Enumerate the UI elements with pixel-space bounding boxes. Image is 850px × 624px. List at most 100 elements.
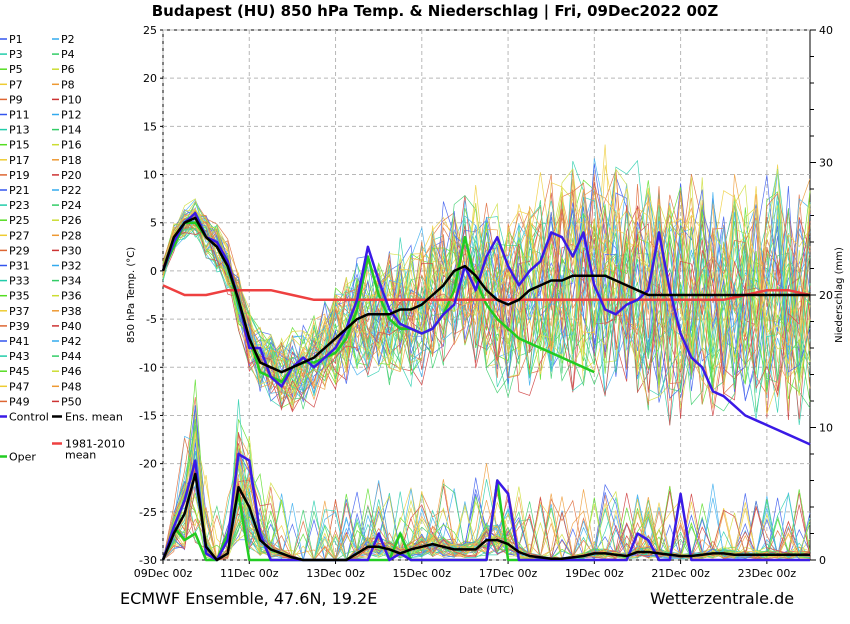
legend-label-control: Control <box>9 411 49 424</box>
legend-label: P45 <box>9 365 30 378</box>
legend-label: P1 <box>9 33 23 46</box>
legend-label: P36 <box>61 290 82 303</box>
y-left-tick-label: 5 <box>150 217 157 230</box>
y-right-tick-label: 40 <box>819 24 833 37</box>
legend-label: P22 <box>61 184 82 197</box>
chart-title: Budapest (HU) 850 hPa Temp. & Niederschl… <box>151 2 719 20</box>
y-left-tick-label: -25 <box>139 506 157 519</box>
y-right-tick-label: 10 <box>819 422 833 435</box>
y-right-tick-label: 20 <box>819 289 833 302</box>
legend-label: P24 <box>61 199 82 212</box>
legend-label: P46 <box>61 365 82 378</box>
legend-label: P8 <box>61 78 75 91</box>
legend-label: P9 <box>9 93 23 106</box>
legend-label: P15 <box>9 139 30 152</box>
footer-source: Wetterzentrale.de <box>650 589 795 608</box>
legend-label: P10 <box>61 93 82 106</box>
member-temp-line <box>162 206 811 403</box>
legend-label: P13 <box>9 124 30 137</box>
legend-label: P18 <box>61 154 82 167</box>
legend-label-ens-mean: Ens. mean <box>65 411 123 424</box>
member-temp-line <box>162 209 811 403</box>
series-control-precip <box>161 452 810 562</box>
y-left-tick-label: -30 <box>139 554 157 567</box>
legend-label: P33 <box>9 275 30 288</box>
legend-label: P43 <box>9 350 30 363</box>
member-temp-line <box>162 169 811 390</box>
x-tick-label: 21Dec 00z <box>651 567 710 580</box>
legend-label: P2 <box>61 33 75 46</box>
member-temp-line <box>162 212 811 419</box>
member-precip-line <box>162 451 811 561</box>
legend-label: P11 <box>9 109 30 122</box>
legend-label: P20 <box>61 169 82 182</box>
legend-label: P5 <box>9 63 23 76</box>
series-1981-2010-mean-temp <box>162 284 811 302</box>
legend-label: P49 <box>9 395 30 408</box>
member-precip-line <box>162 432 811 561</box>
x-tick-label: 13Dec 00z <box>306 567 365 580</box>
series-ens-mean-temp <box>161 216 810 374</box>
legend-label: P28 <box>61 229 82 242</box>
legend-label: P12 <box>61 109 82 122</box>
y-left-tick-label: -5 <box>146 313 157 326</box>
legend-label: P25 <box>9 214 30 227</box>
y-left-tick-label: -20 <box>139 458 157 471</box>
legend-label: P21 <box>9 184 30 197</box>
legend-label: P44 <box>61 350 82 363</box>
legend-label: P19 <box>9 169 30 182</box>
legend-label: P7 <box>9 78 23 91</box>
member-temp-line <box>162 186 811 388</box>
legend-label: P14 <box>61 124 82 137</box>
legend-label: P34 <box>61 275 82 288</box>
x-tick-label: 15Dec 00z <box>393 567 452 580</box>
series-control-temp <box>161 211 811 446</box>
x-tick-label: 23Dec 00z <box>738 567 797 580</box>
legend-label: P26 <box>61 214 82 227</box>
member-temp-line <box>162 182 811 406</box>
legend-label: P40 <box>61 320 82 333</box>
x-tick-label: 19Dec 00z <box>565 567 624 580</box>
y-left-tick-label: -10 <box>139 361 157 374</box>
legend-label: P30 <box>61 244 82 257</box>
footer-model-location: ECMWF Ensemble, 47.6N, 19.2E <box>120 589 378 608</box>
y-left-tick-label: -15 <box>139 409 157 422</box>
x-axis-title: Date (UTC) <box>459 585 514 596</box>
x-tick-label: 17Dec 00z <box>479 567 538 580</box>
member-temp-line <box>162 217 811 394</box>
legend-label: P38 <box>61 305 82 318</box>
legend-label: P16 <box>61 139 82 152</box>
y-left-tick-label: 25 <box>143 24 157 37</box>
legend-label: P29 <box>9 244 30 257</box>
legend-label: P48 <box>61 380 82 393</box>
legend-label: P17 <box>9 154 30 167</box>
y-left-tick-label: 10 <box>143 169 157 182</box>
y-left-tick-label: 0 <box>150 265 157 278</box>
y-right-tick-label: 0 <box>819 554 826 567</box>
legend-label: P47 <box>9 380 30 393</box>
legend-label: P27 <box>9 229 30 242</box>
legend-label: P6 <box>61 63 75 76</box>
legend-label: P23 <box>9 199 30 212</box>
legend-label: P32 <box>61 260 82 273</box>
legend-label: P41 <box>9 335 30 348</box>
legend-label-clim: 1981-2010 <box>65 438 125 451</box>
member-temp-line <box>162 165 811 386</box>
legend-label-clim-line2: mean <box>65 449 96 462</box>
legend-label: P31 <box>9 260 30 273</box>
y-right-tick-label: 30 <box>819 157 833 170</box>
legend-label-oper: Oper <box>9 451 36 464</box>
y-left-tick-label: 15 <box>143 120 157 133</box>
member-precip-line <box>162 379 811 561</box>
member-temp-line <box>162 224 811 426</box>
legend-label: P37 <box>9 305 30 318</box>
member-temp-line <box>162 168 811 370</box>
y-right-axis-title: Niederschlag (mm) <box>834 247 845 343</box>
member-temp-line <box>162 193 811 396</box>
legend-label: P42 <box>61 335 82 348</box>
series-ens-mean-precip <box>161 472 810 562</box>
legend-label: P3 <box>9 48 23 61</box>
member-precip-line <box>162 438 811 561</box>
x-tick-label: 09Dec 00z <box>134 567 193 580</box>
